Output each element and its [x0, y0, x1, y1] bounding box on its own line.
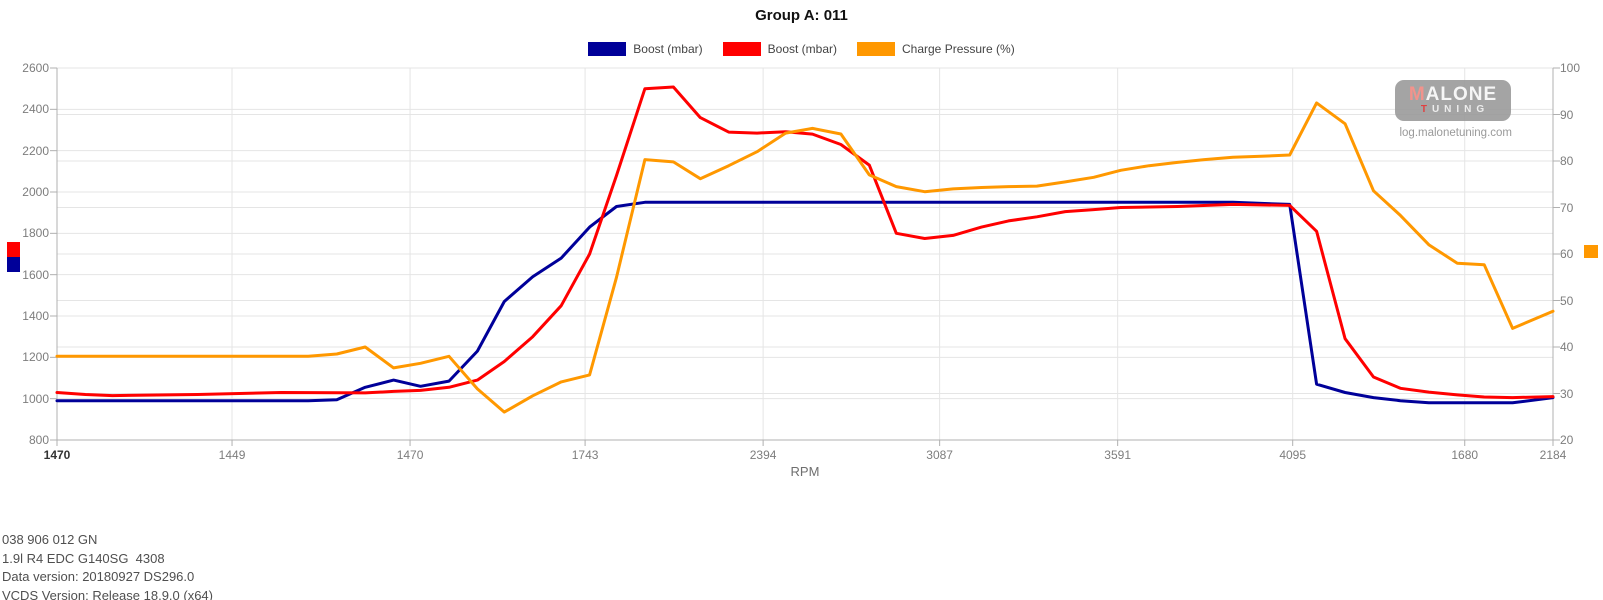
y-axis-left-tick-label: 1400: [22, 309, 49, 323]
y-axis-right-tick-label: 70: [1560, 200, 1574, 215]
y-axis-right-tick-label: 100: [1560, 61, 1581, 75]
footer-line: 038 906 012 GN: [2, 532, 98, 547]
x-axis-tick-label: 2184: [1539, 448, 1567, 462]
x-axis-title: RPM: [790, 464, 820, 479]
x-axis-tick-label: 2394: [749, 448, 777, 462]
x-axis-tick-label: 1743: [571, 448, 599, 462]
x-axis-tick-label: 1470: [43, 448, 71, 462]
chart-legend: Boost (mbar) Boost (mbar) Charge Pressure …: [0, 42, 1603, 56]
y-axis-right-tick-label: 50: [1560, 293, 1574, 308]
footer-line: VCDS Version: Release 18.9.0 (x64): [2, 587, 213, 600]
chart-title: Group A: 011: [755, 7, 848, 24]
legend-swatch-icon: [588, 42, 627, 56]
x-axis-tick-label: 4095: [1279, 448, 1307, 462]
legend-item-2: Charge Pressure (%): [857, 42, 1015, 56]
charge-orange-right-marker: [1584, 245, 1598, 258]
x-axis-tick-label: 3591: [1104, 448, 1131, 462]
x-axis-tick-label: 1680: [1451, 448, 1479, 462]
boost-red-left-marker: [7, 242, 20, 257]
y-axis-left-tick-label: 1200: [22, 350, 49, 365]
y-axis-right-tick-label: 30: [1560, 386, 1574, 401]
y-axis-left-tick-label: 2200: [22, 143, 49, 158]
y-axis-left-tick-label: 800: [28, 433, 49, 447]
legend-item-1: Boost (mbar): [722, 42, 837, 56]
logo-brand-line1: MALONE: [1408, 84, 1498, 105]
series-line-1: [55, 85, 1555, 400]
x-axis-tick-label: 1449: [218, 448, 246, 462]
series-line-2: [55, 101, 1555, 414]
legend-label: Charge Pressure (%): [902, 42, 1015, 56]
legend-label: Boost (mbar): [767, 42, 837, 56]
footer-line: 1.9l R4 EDC G140SG 4308: [2, 550, 165, 566]
malone-tuning-logo: MALONE TUNING: [1395, 80, 1511, 121]
y-axis-left-tick-label: 1800: [22, 226, 49, 241]
y-axis-left-tick-label: 1000: [22, 391, 49, 406]
y-axis-right-tick-label: 60: [1560, 247, 1574, 261]
watermark-url: log.malonetuning.com: [1399, 127, 1512, 139]
x-axis-tick-label: 1470: [396, 448, 424, 462]
y-axis-right-tick-label: 40: [1560, 340, 1574, 354]
x-axis-tick-label: 3087: [926, 448, 953, 462]
legend-swatch-icon: [722, 42, 761, 56]
y-axis-left-tick-label: 2000: [22, 185, 49, 199]
y-axis-left-tick-label: 1600: [22, 267, 49, 282]
log-info-footer: 038 906 012 GN 1.9l R4 EDC G140SG 4308 Dat…: [2, 531, 213, 600]
footer-line: Data version: 20180927 DS296.0: [2, 569, 195, 584]
y-axis-right-tick-label: 20: [1560, 433, 1574, 447]
legend-label: Boost (mbar): [633, 42, 703, 56]
y-axis-left-tick-label: 2600: [22, 61, 49, 75]
y-axis-right-tick-label: 80: [1560, 154, 1574, 168]
legend-swatch-icon: [857, 42, 895, 56]
legend-item-0: Boost (mbar): [588, 42, 703, 56]
series-line-0: [55, 200, 1555, 405]
y-axis-right-tick-label: 90: [1560, 107, 1574, 122]
boost-navy-left-marker: [7, 257, 20, 272]
y-axis-left-tick-label: 2400: [22, 102, 49, 117]
logo-brand-line2: TUNING: [1420, 104, 1490, 115]
